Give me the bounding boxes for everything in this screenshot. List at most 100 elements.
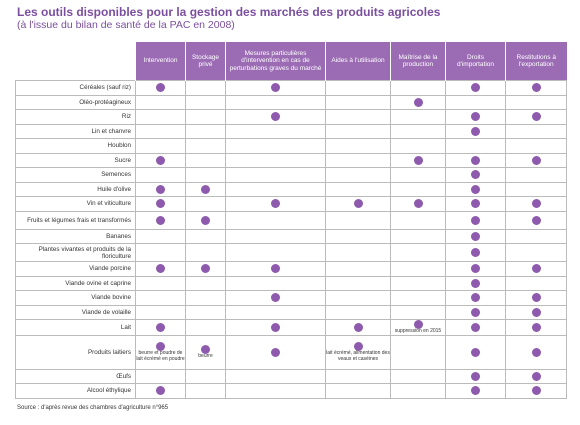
row-label: Œufs [15,368,136,384]
row-label: Viande bovine [15,290,136,306]
cell [185,123,226,139]
cell [185,319,226,336]
source: Source : d'après revue des chambres d'ag… [17,405,169,411]
cell [185,228,226,244]
dot [471,170,480,180]
cell [505,138,567,154]
table-row: Riz [15,109,567,125]
cell [185,152,226,168]
cell [325,243,391,262]
cell [390,228,446,244]
dot [353,199,363,209]
cell [325,181,391,197]
cell [325,228,391,244]
table-row: Viande de volaille [15,304,567,320]
dot [271,322,280,332]
table-body: Céréales (sauf riz) Oléo-protéagineux Riz L… [15,80,567,399]
dot [531,215,541,225]
table-row: Vin et viticulture [15,196,567,212]
cell [505,304,567,320]
cell [445,383,506,399]
cell [505,152,567,168]
dot [413,97,423,107]
cell [225,152,326,168]
cell [445,167,506,183]
dot [531,386,541,396]
cell [135,228,186,244]
dot [471,126,480,136]
dot [271,347,280,357]
dot [471,155,480,165]
cell [325,196,391,212]
cell [390,138,446,154]
cell [135,152,186,168]
row-label: Viande ovine et caprine [15,275,136,291]
dot [471,231,480,241]
dot [471,184,480,194]
cell [445,275,506,291]
cell [225,368,326,384]
cell [445,152,506,168]
dot [531,322,541,332]
cell [185,167,226,183]
table-row: Œufs [15,368,567,384]
table-row: Céréales (sauf riz) [15,80,567,96]
row-label: Produits laitiers [15,334,136,370]
cell [185,383,226,399]
cell [185,181,226,197]
cell [225,290,326,306]
cell [185,275,226,291]
dot [471,347,480,357]
dot [156,215,165,225]
cell [325,319,391,336]
dot [271,199,280,209]
dot [271,264,280,274]
dot [531,83,541,93]
cell [325,138,391,154]
table-row: Sucre [15,152,567,168]
column-header: Intervention [135,42,186,81]
dot [156,184,165,194]
cell [505,109,567,125]
cell-note: beurre et poudre de lait écrémé en poudr… [136,350,185,362]
dot [271,293,280,303]
cell [445,138,506,154]
cell [505,243,567,262]
cell [135,319,186,336]
cell [505,210,567,230]
cell [135,304,186,320]
dot [531,155,541,165]
dot [471,278,480,288]
cell [390,383,446,399]
dot [471,112,480,122]
cell [135,290,186,306]
cell: lait écrémé, alimentation des veaux et c… [325,334,391,370]
cell: beurre [185,334,226,370]
cell [505,261,567,277]
table-row: Viande porcine [15,261,567,277]
cell: suppression en 2015 [390,319,446,336]
cell [325,304,391,320]
cell [390,167,446,183]
cell [325,210,391,230]
cell [225,80,326,96]
cell [445,196,506,212]
cell [390,152,446,168]
row-label: Sucre [15,152,136,168]
dot [271,112,280,122]
cell [225,304,326,320]
cell [225,383,326,399]
cell [390,109,446,125]
table: Intervention Stockage privé Mesures partic… [15,42,567,399]
row-label: Huile d'olive [15,181,136,197]
cell [445,319,506,336]
cell [225,261,326,277]
row-label: Lait [15,319,136,336]
dot [471,264,480,274]
row-label: Viande porcine [15,261,136,277]
cell [390,210,446,230]
dot [156,83,165,93]
row-label: Fruits et légumes frais et transformés [15,210,136,230]
dot [471,307,480,317]
